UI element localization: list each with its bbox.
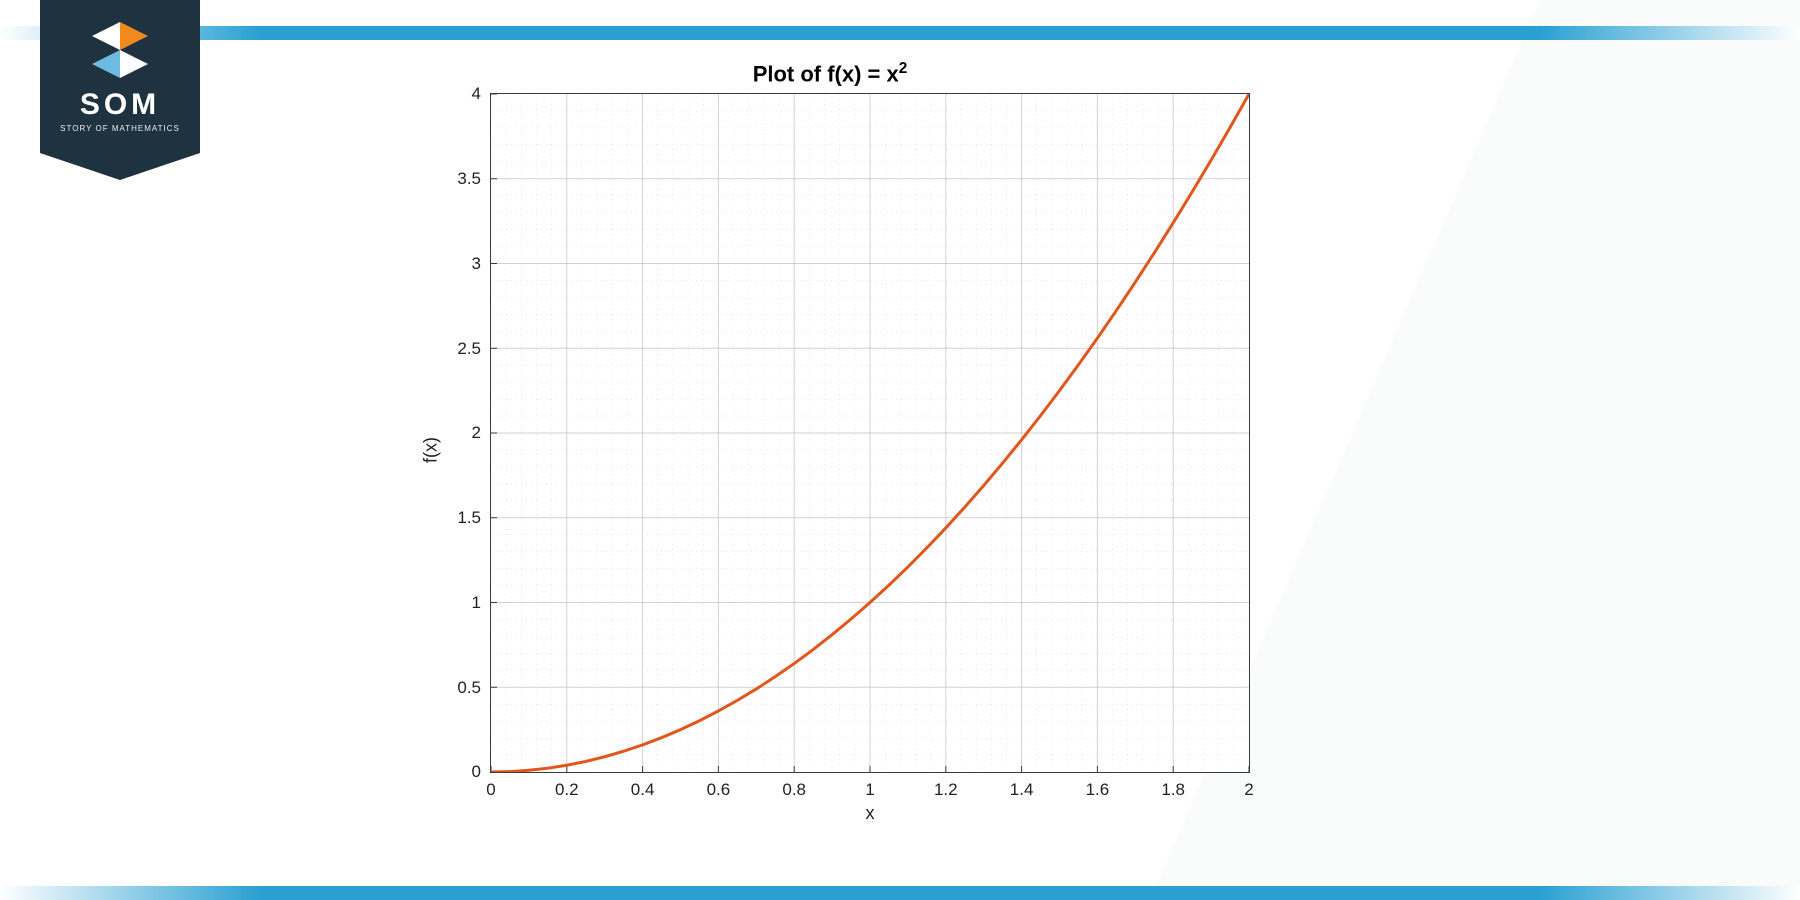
y-tick-label: 0: [472, 762, 491, 782]
top-accent-bar: [0, 26, 1800, 40]
chart-title-text: Plot of f(x) = x: [753, 61, 899, 86]
y-tick-label: 1: [472, 593, 491, 613]
y-tick-label: 4: [472, 84, 491, 104]
x-tick-label: 0.2: [555, 772, 579, 800]
y-tick-label: 2.5: [457, 339, 491, 359]
x-tick-label: 1.8: [1161, 772, 1185, 800]
brand-tagline: STORY OF MATHEMATICS: [40, 124, 200, 133]
y-tick-label: 3.5: [457, 169, 491, 189]
y-tick-label: 2: [472, 423, 491, 443]
y-tick-label: 3: [472, 254, 491, 274]
x-tick-label: 0.8: [782, 772, 806, 800]
chart-title-exponent: 2: [899, 60, 908, 77]
plot-area: x 00.20.40.60.811.21.41.61.8200.511.522.…: [490, 93, 1250, 773]
top-bar-fade-right: [1540, 26, 1800, 40]
x-tick-label: 1.4: [1010, 772, 1034, 800]
x-axis-label: x: [491, 803, 1249, 824]
brand-mark: [92, 22, 148, 78]
brand-name: SOM: [40, 88, 200, 122]
x-tick-label: 1: [865, 772, 874, 800]
x-tick-label: 1.6: [1086, 772, 1110, 800]
brand-badge: SOM STORY OF MATHEMATICS: [40, 0, 200, 180]
chart-title: Plot of f(x) = x2: [400, 60, 1260, 87]
bottom-accent-bar: [0, 886, 1800, 900]
plot-svg: [491, 94, 1249, 772]
x-tick-label: 0.6: [707, 772, 731, 800]
chart-container: Plot of f(x) = x2 f(x) x 00.20.40.60.811…: [400, 60, 1260, 840]
x-tick-label: 0.4: [631, 772, 655, 800]
y-tick-label: 0.5: [457, 678, 491, 698]
y-tick-label: 1.5: [457, 508, 491, 528]
bottom-bar-fade-right: [1540, 886, 1800, 900]
x-tick-label: 1.2: [934, 772, 958, 800]
y-axis-label: f(x): [421, 437, 442, 463]
bottom-bar-fade-left: [0, 886, 260, 900]
x-tick-label: 2: [1244, 772, 1253, 800]
